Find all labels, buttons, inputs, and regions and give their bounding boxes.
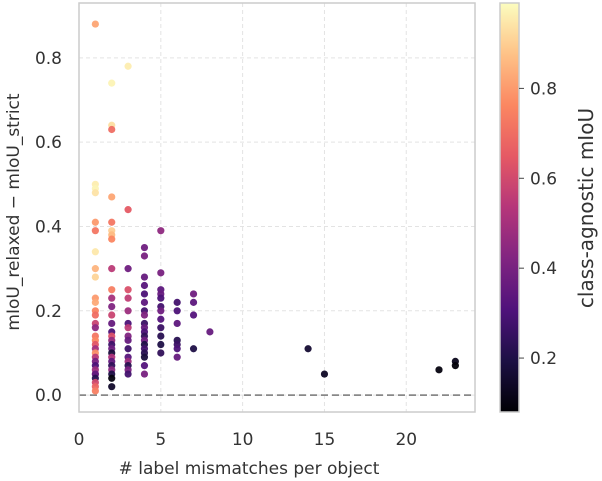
data-point: [140, 298, 149, 306]
data-point: [91, 248, 99, 256]
data-point: [91, 298, 99, 306]
data-point: [173, 307, 181, 315]
data-point: [157, 349, 165, 357]
data-point: [91, 227, 99, 235]
data-point: [157, 227, 165, 235]
data-point: [124, 324, 132, 332]
data-point: [435, 366, 443, 374]
data-point: [124, 62, 132, 70]
colorbar-title: class-agnostic mIoU: [574, 108, 598, 308]
data-point: [140, 273, 149, 281]
data-point: [189, 298, 198, 306]
data-point: [91, 20, 99, 28]
colorbar-tick-label: 0.6: [530, 169, 557, 189]
data-point: [108, 319, 116, 328]
y-axis-ticks: 0.0 0.2 0.4 0.6 0.8: [35, 49, 62, 406]
colorbar-tick-label: 0.4: [530, 259, 557, 279]
x-tick-label: 20: [395, 430, 417, 450]
data-point: [108, 235, 116, 243]
data-point: [140, 252, 149, 260]
data-point: [140, 353, 149, 361]
data-point: [157, 340, 165, 349]
data-point: [108, 218, 116, 226]
data-point: [140, 370, 149, 378]
data-point: [108, 286, 116, 294]
data-point: [108, 294, 116, 302]
data-point: [108, 125, 116, 134]
data-point: [173, 353, 181, 361]
data-point: [108, 302, 116, 311]
y-tick-label: 0.0: [35, 386, 62, 406]
data-point: [124, 265, 132, 273]
data-point: [124, 286, 132, 294]
data-point: [173, 345, 181, 353]
y-axis-title: mIoU_relaxed − mIoU_strict: [4, 93, 24, 330]
data-point: [173, 319, 181, 328]
colorbar-gradient: [499, 2, 520, 413]
data-point: [451, 362, 459, 370]
data-point: [173, 298, 181, 306]
y-tick-label: 0.4: [35, 217, 62, 237]
x-tick-label: 10: [232, 430, 254, 450]
x-tick-label: 15: [314, 430, 336, 450]
data-point: [124, 206, 132, 214]
data-point: [140, 281, 149, 290]
data-points: [91, 20, 459, 395]
data-point: [91, 324, 99, 332]
colorbar: 0.2 0.4 0.6 0.8 class-agnostic mIoU: [499, 2, 598, 413]
data-point: [206, 328, 214, 336]
x-tick-label: 0: [74, 430, 85, 450]
data-point: [108, 374, 116, 382]
colorbar-ticks: 0.2 0.4 0.6 0.8: [519, 79, 557, 369]
data-point: [91, 273, 99, 281]
data-point: [124, 294, 132, 302]
data-point: [91, 189, 99, 197]
data-point: [189, 290, 198, 298]
data-point: [140, 362, 149, 370]
data-point: [140, 311, 149, 319]
data-point: [91, 265, 99, 273]
data-point: [157, 332, 165, 340]
data-point: [304, 345, 312, 353]
data-point: [320, 370, 329, 378]
data-point: [108, 79, 116, 87]
data-point: [189, 311, 198, 319]
data-point: [157, 315, 165, 323]
x-tick-label: 5: [155, 430, 166, 450]
data-point: [91, 218, 99, 226]
plot-frame: [78, 2, 476, 413]
colorbar-tick-label: 0.8: [530, 79, 557, 99]
data-point: [157, 294, 165, 302]
data-point: [108, 193, 116, 201]
x-axis-ticks: 0 5 10 15 20: [74, 430, 418, 450]
data-point: [91, 311, 99, 319]
data-point: [108, 265, 116, 273]
data-point: [124, 345, 132, 353]
data-point: [157, 307, 165, 315]
y-tick-label: 0.8: [35, 49, 62, 69]
data-point: [91, 387, 99, 395]
y-tick-label: 0.2: [35, 302, 62, 322]
data-point: [108, 383, 116, 391]
x-axis-title: # label mismatches per object: [119, 459, 380, 479]
data-point: [157, 324, 165, 332]
data-point: [140, 290, 149, 298]
data-point: [108, 311, 116, 319]
data-point: [157, 269, 165, 277]
colorbar-tick-label: 0.2: [530, 349, 557, 369]
data-point: [124, 336, 132, 344]
data-point: [124, 370, 132, 378]
data-point: [189, 345, 198, 353]
data-point: [124, 307, 132, 315]
y-tick-label: 0.6: [35, 133, 62, 153]
data-point: [140, 243, 149, 252]
